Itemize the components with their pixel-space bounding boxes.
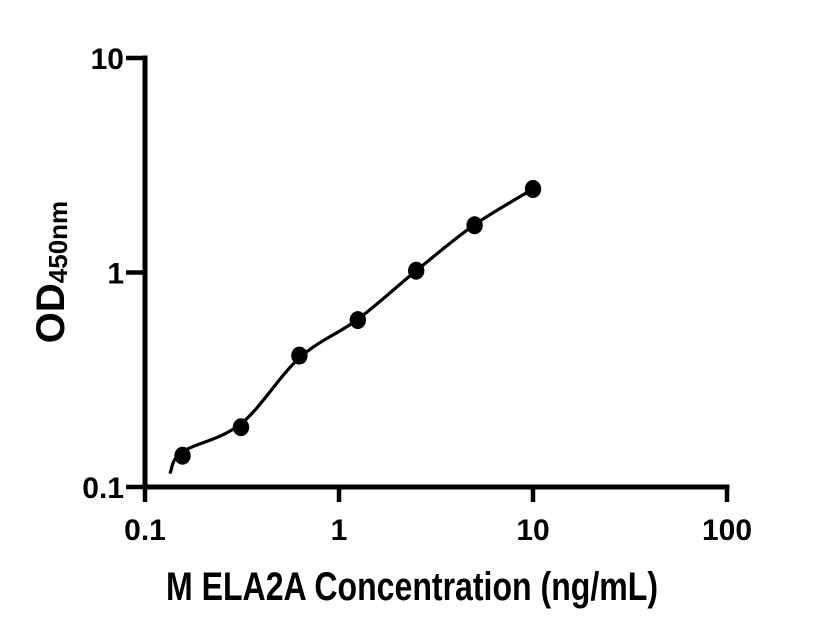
x-tick-label: 10 bbox=[516, 514, 549, 547]
y-axis-label-subscript: 450nm bbox=[43, 201, 73, 283]
x-tick-label: 100 bbox=[702, 514, 752, 547]
data-point-marker bbox=[524, 180, 542, 198]
y-tick-label: 1 bbox=[107, 258, 124, 291]
data-point-marker bbox=[349, 311, 366, 330]
data-point-marker bbox=[174, 446, 191, 465]
data-point-marker bbox=[408, 261, 425, 280]
y-tick-label: 0.1 bbox=[82, 472, 124, 505]
data-point-marker bbox=[291, 346, 308, 365]
y-axis-label-main: OD bbox=[29, 283, 73, 343]
x-tick-label: 0.1 bbox=[124, 514, 166, 547]
y-axis-title: OD450nm bbox=[29, 201, 73, 343]
data-point-marker bbox=[466, 216, 483, 235]
y-tick-label: 10 bbox=[91, 43, 124, 76]
tick-labels-layer: 0.1 1 10 100 10 1 0.1 bbox=[82, 43, 752, 547]
data-points-layer bbox=[174, 180, 542, 465]
x-tick-label: 1 bbox=[331, 514, 348, 547]
x-axis-title: M ELA2A Concentration (ng/mL) bbox=[166, 565, 658, 609]
data-point-marker bbox=[232, 418, 250, 437]
ticks-layer bbox=[126, 55, 730, 502]
axes-layer bbox=[142, 55, 730, 490]
